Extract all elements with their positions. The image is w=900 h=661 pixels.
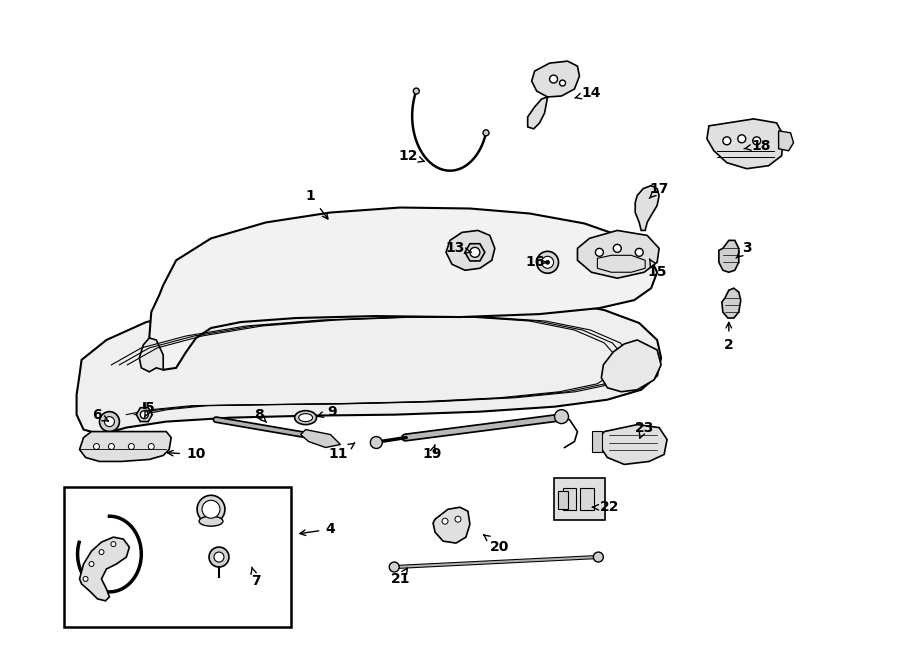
Polygon shape [79,537,130,601]
Bar [592,430,602,453]
Circle shape [442,518,448,524]
Circle shape [209,547,229,567]
Circle shape [94,444,100,449]
Polygon shape [301,430,340,447]
Circle shape [148,444,154,449]
Text: 1: 1 [306,188,328,219]
Circle shape [390,562,400,572]
Text: 9: 9 [318,405,338,418]
Polygon shape [446,231,495,270]
Circle shape [560,80,565,86]
Polygon shape [76,294,662,434]
Circle shape [613,245,621,253]
Text: 12: 12 [399,149,425,163]
Text: 17: 17 [649,182,669,198]
Circle shape [542,256,554,268]
Circle shape [470,247,480,257]
Circle shape [197,495,225,524]
Polygon shape [140,338,163,372]
Circle shape [483,130,489,136]
Text: 3: 3 [736,241,752,258]
Text: 10: 10 [167,447,206,461]
Circle shape [723,137,731,145]
Polygon shape [599,424,667,465]
Text: 8: 8 [254,408,266,422]
Polygon shape [149,208,657,370]
Text: 21: 21 [391,568,410,586]
Polygon shape [578,231,659,278]
Polygon shape [719,241,739,272]
Bar [64,487,291,627]
Circle shape [111,541,116,547]
Circle shape [100,412,120,432]
Circle shape [738,135,746,143]
Circle shape [635,249,644,256]
Ellipse shape [199,516,223,526]
Circle shape [554,410,569,424]
Text: 20: 20 [483,535,509,554]
Circle shape [455,516,461,522]
Text: 7: 7 [251,567,261,588]
Circle shape [545,260,550,264]
Circle shape [104,416,114,426]
Polygon shape [635,186,659,231]
Text: 23: 23 [634,420,654,438]
Text: 2: 2 [724,323,733,352]
Text: 11: 11 [328,443,355,461]
Polygon shape [433,507,470,543]
Circle shape [593,552,603,562]
Text: 19: 19 [422,445,442,461]
Polygon shape [465,244,485,261]
Circle shape [550,75,557,83]
Circle shape [129,444,134,449]
Text: 6: 6 [92,408,108,422]
Circle shape [89,562,94,566]
Circle shape [108,444,114,449]
Polygon shape [601,340,662,392]
Polygon shape [778,131,794,151]
Circle shape [214,552,224,562]
Text: 15: 15 [647,259,667,279]
Ellipse shape [294,410,317,424]
Ellipse shape [299,414,312,422]
Text: 22: 22 [592,500,619,514]
Polygon shape [722,288,741,318]
Circle shape [752,137,760,145]
Text: 4: 4 [300,522,336,536]
Bar [557,491,568,509]
Polygon shape [532,61,580,97]
Bar [554,479,606,520]
Text: 5: 5 [144,401,154,418]
Circle shape [596,249,603,256]
Text: 13: 13 [446,241,472,255]
Bar [580,488,594,510]
Circle shape [202,500,220,518]
Polygon shape [706,119,784,169]
Polygon shape [79,432,171,461]
Circle shape [536,251,559,273]
Text: 18: 18 [744,139,770,153]
Bar [562,488,577,510]
Text: 14: 14 [575,86,601,100]
Polygon shape [527,97,547,129]
Circle shape [370,436,382,449]
Circle shape [83,576,88,582]
Circle shape [140,410,148,418]
Text: 16: 16 [525,255,547,269]
Polygon shape [136,408,152,422]
Circle shape [413,88,419,94]
Circle shape [99,549,104,555]
